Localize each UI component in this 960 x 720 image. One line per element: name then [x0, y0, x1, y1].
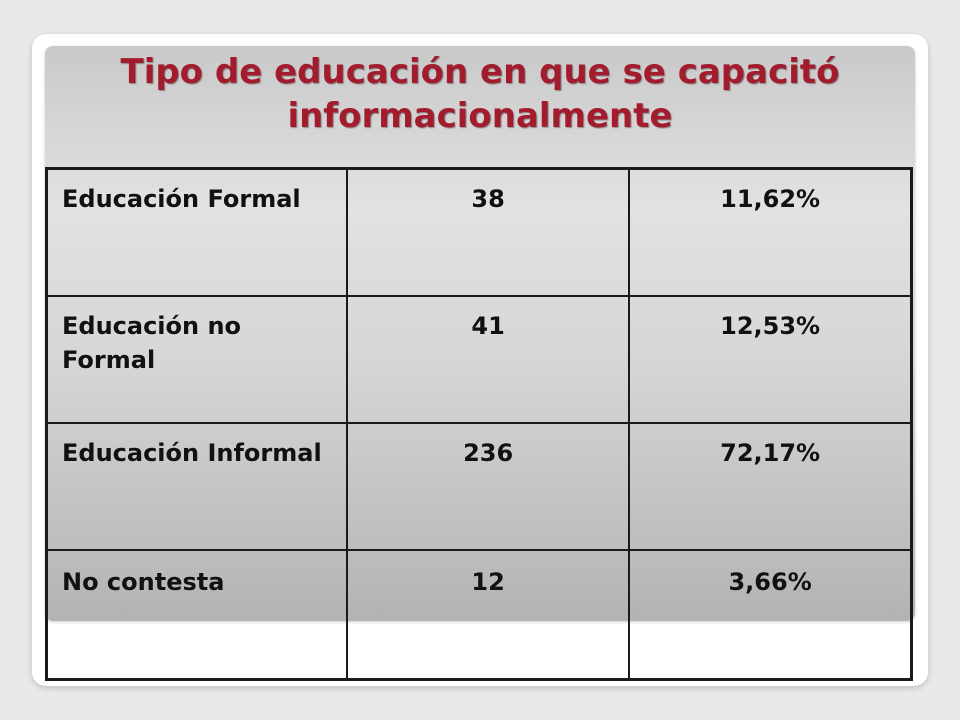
slide-title: Tipo de educación en que se capacitó inf…: [45, 50, 915, 138]
slide-title-line-1: Tipo de educación en que se capacitó: [120, 52, 840, 92]
row-label: No contesta: [45, 549, 348, 681]
table-row: Educación Informal 236 72,17%: [45, 422, 913, 551]
row-count: 12: [345, 549, 631, 681]
slide-title-line-2: informacionalmente: [287, 96, 673, 136]
table-row: Educación Formal 38 11,62%: [45, 167, 913, 297]
row-percent: 11,62%: [628, 167, 913, 297]
table-row: No contesta 12 3,66%: [45, 549, 913, 681]
row-count: 41: [345, 295, 631, 424]
row-percent: 72,17%: [628, 422, 913, 551]
row-percent: 12,53%: [628, 295, 913, 424]
education-type-table: Educación Formal 38 11,62% Educación no …: [45, 167, 913, 681]
row-label: Educación no Formal: [45, 295, 348, 424]
row-count: 236: [345, 422, 631, 551]
row-label: Educación Formal: [45, 167, 348, 297]
row-label: Educación Informal: [45, 422, 348, 551]
row-count: 38: [345, 167, 631, 297]
row-percent: 3,66%: [628, 549, 913, 681]
table-row: Educación no Formal 41 12,53%: [45, 295, 913, 424]
